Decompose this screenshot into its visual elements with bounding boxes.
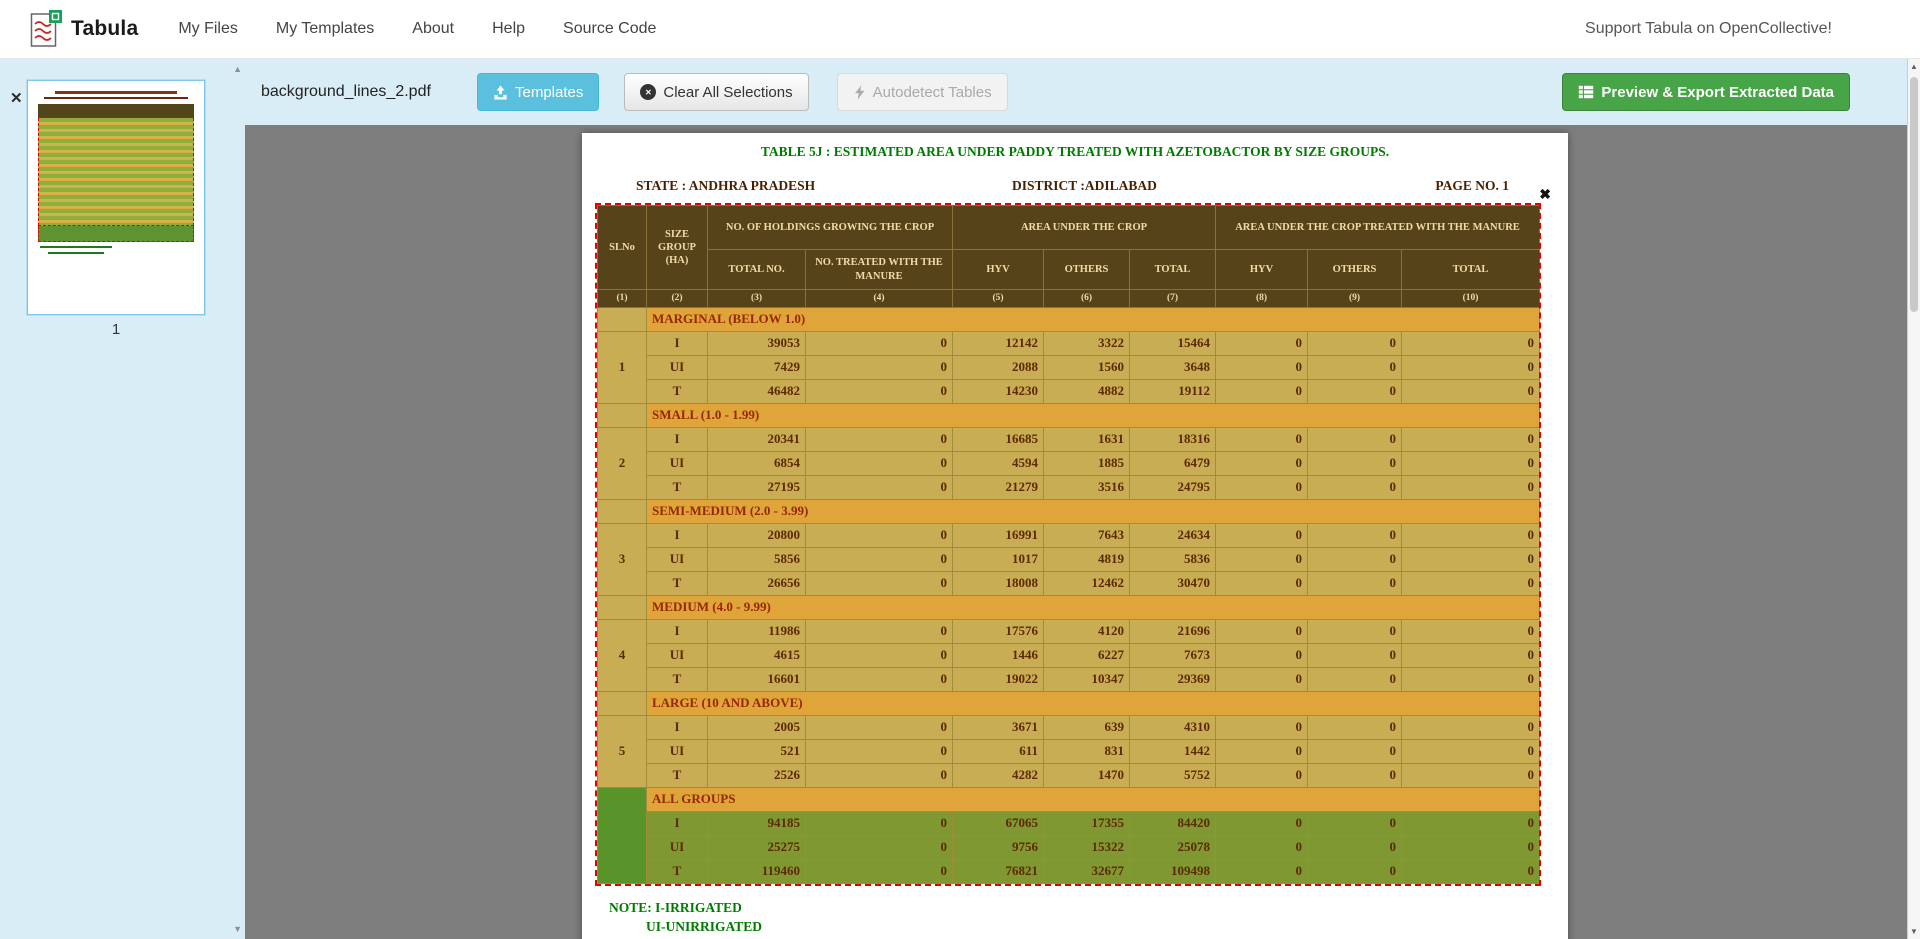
page-no-label: PAGE NO. 1 [1435,178,1509,194]
close-file-icon[interactable]: ✕ [10,89,23,107]
top-navbar: Tabula My Files My Templates About Help Sour… [0,0,1920,59]
scrollbar-up-icon[interactable]: ▲ [1908,62,1920,71]
table-region: SLNoSIZE GROUP (HA)NO. OF HOLDINGS GROWI… [597,205,1539,884]
page-number-label: 1 [27,321,205,338]
sidebar-scroll-up-icon[interactable]: ▲ [233,64,242,74]
templates-button[interactable]: Templates [477,73,599,111]
upload-icon [493,85,508,100]
brand[interactable]: Tabula [30,10,138,48]
preview-export-button-label: Preview & Export Extracted Data [1601,84,1834,101]
scrollbar-thumb[interactable] [1910,77,1918,312]
document-meta-row: STATE : ANDHRA PRADESH DISTRICT :ADILABA… [582,178,1568,196]
sidebar-scroll-down-icon[interactable]: ▼ [233,924,242,934]
thumb-note-line [40,246,112,248]
nav-item-source-code[interactable]: Source Code [563,20,656,38]
brand-name[interactable]: Tabula [71,17,138,41]
selection-box[interactable]: ✖ [595,203,1541,886]
preview-export-button[interactable]: Preview & Export Extracted Data [1562,73,1850,111]
thumb-note-line [48,252,104,254]
lightning-icon [853,85,866,100]
nav-item-my-templates[interactable]: My Templates [276,20,374,38]
autodetect-tables-button-label: Autodetect Tables [873,84,992,101]
app-body: ✕ 1 ▲ ▼ background_lines_2.pdf Templates [0,59,1920,939]
toolbar: background_lines_2.pdf Templates ✕ Clear… [245,59,1907,125]
templates-button-label: Templates [515,84,583,101]
content-column: background_lines_2.pdf Templates ✕ Clear… [245,59,1907,939]
autodetect-tables-button[interactable]: Autodetect Tables [837,73,1008,111]
page-thumbnail[interactable] [27,80,205,315]
note-line-2: UI-UNIRRIGATED [646,919,1568,935]
thumb-table-header [38,104,194,118]
tabula-logo-icon [30,10,62,48]
pdf-page[interactable]: TABLE 5J : ESTIMATED AREA UNDER PADDY TR… [582,133,1568,939]
document-title: TABLE 5J : ESTIMATED AREA UNDER PADDY TR… [582,133,1568,160]
window-scrollbar[interactable]: ▲ ▼ [1907,59,1920,939]
thumb-table-rows [38,118,194,226]
nav-items: My Files My Templates About Help Source Code [178,20,656,38]
table-icon [1578,85,1594,99]
nav-item-help[interactable]: Help [492,20,525,38]
support-link[interactable]: Support Tabula on OpenCollective! [1585,20,1832,38]
sidebar: ✕ 1 ▲ ▼ [0,59,245,939]
state-label: STATE : ANDHRA PRADESH [636,178,815,194]
nav-item-about[interactable]: About [412,20,454,38]
note-line-1: NOTE: I-IRRIGATED [609,900,1568,916]
clear-selections-button[interactable]: ✕ Clear All Selections [624,73,808,111]
clear-selections-icon-glyph: ✕ [645,88,652,97]
thumb-table-total-rows [38,226,194,242]
district-label: DISTRICT :ADILABAD [1012,178,1157,194]
filename-label: background_lines_2.pdf [261,83,451,101]
clear-selections-icon: ✕ [640,84,656,100]
clear-selections-button-label: Clear All Selections [663,84,792,101]
thumb-subtitle-line [44,97,188,99]
scrollbar-down-icon[interactable]: ▼ [1908,927,1920,936]
pdf-viewport: TABLE 5J : ESTIMATED AREA UNDER PADDY TR… [245,125,1907,939]
nav-item-my-files[interactable]: My Files [178,20,238,38]
thumb-title-line [55,91,177,94]
selection-delete-button[interactable]: ✖ [1539,186,1551,203]
